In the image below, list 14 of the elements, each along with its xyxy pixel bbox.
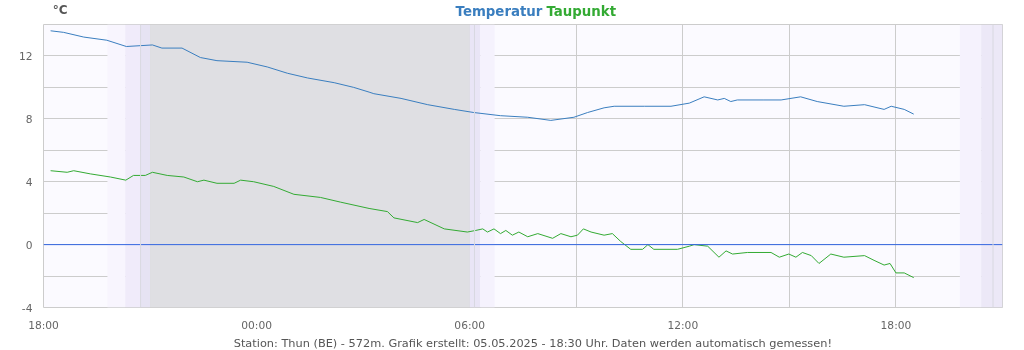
text: Station: Thun (BE) - 572m. Grafik erstellt: 05.05.2025 - 18:30 Uhr. Daten werden automatisch gemessen!: [233, 335, 832, 350]
y-tick-label: 4: [25, 175, 33, 189]
y-tick-label: 8: [25, 112, 33, 126]
x-tick-label: 12:00: [667, 318, 699, 332]
y-tick-label: 0: [25, 238, 33, 252]
y-tick-label: 12: [18, 49, 33, 63]
x-tick-label: 18:00: [880, 318, 912, 332]
x-tick-label: 06:00: [454, 318, 486, 332]
text: Taupunkt: [546, 4, 617, 19]
x-tick-label: 00:00: [241, 318, 273, 332]
y-tick-label: -4: [21, 301, 33, 315]
x-tick-label: 18:00: [28, 318, 60, 332]
text: Temperatur: [455, 4, 543, 19]
y-axis-title: °C: [52, 2, 68, 17]
